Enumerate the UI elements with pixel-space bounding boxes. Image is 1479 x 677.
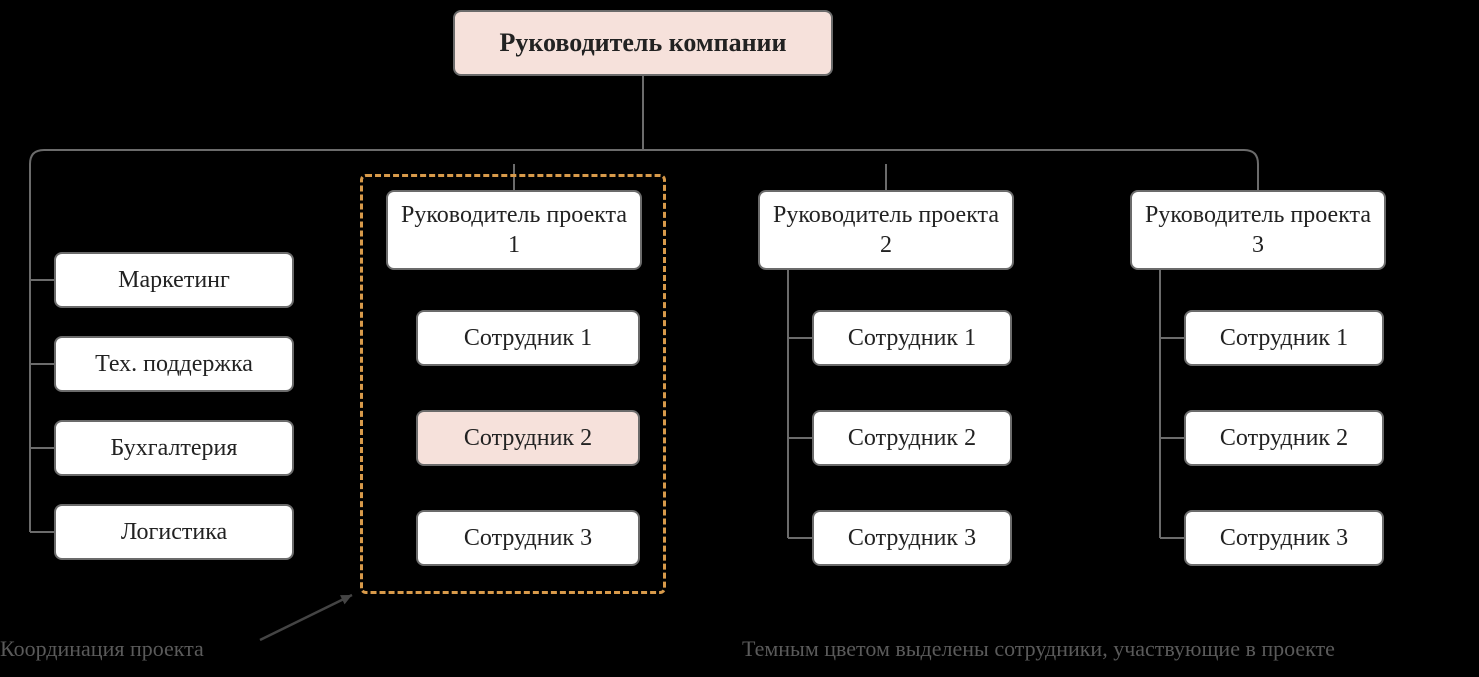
project-0-employee-1: Сотрудник 2 [416,410,640,466]
project-1-employee-2-label: Сотрудник 3 [848,523,976,553]
project-1-employee-1: Сотрудник 2 [812,410,1012,466]
project-0-employee-0-label: Сотрудник 1 [464,323,592,353]
annotation-coordination: Координация проекта [0,636,204,662]
project-1-employee-0-label: Сотрудник 1 [848,323,976,353]
department-node-0: Маркетинг [54,252,294,308]
annotation-coordination-arrow [240,575,372,660]
department-node-0-label: Маркетинг [118,265,230,295]
project-manager-2-label: Руководитель проекта 3 [1142,200,1374,260]
project-2-employee-0: Сотрудник 1 [1184,310,1384,366]
root-node: Руководитель компании [453,10,833,76]
department-node-3: Логистика [54,504,294,560]
project-manager-2: Руководитель проекта 3 [1130,190,1386,270]
project-manager-1-label: Руководитель проекта 2 [770,200,1002,260]
project-0-employee-0: Сотрудник 1 [416,310,640,366]
project-0-employee-2: Сотрудник 3 [416,510,640,566]
project-manager-1: Руководитель проекта 2 [758,190,1014,270]
project-2-employee-2-label: Сотрудник 3 [1220,523,1348,553]
department-node-1-label: Тех. поддержка [95,349,253,379]
project-1-employee-1-label: Сотрудник 2 [848,423,976,453]
annotation-legend: Темным цветом выделены сотрудники, участ… [742,636,1335,662]
project-0-employee-1-label: Сотрудник 2 [464,423,592,453]
department-node-1: Тех. поддержка [54,336,294,392]
project-0-employee-2-label: Сотрудник 3 [464,523,592,553]
department-node-2-label: Бухгалтерия [111,433,238,463]
project-2-employee-1: Сотрудник 2 [1184,410,1384,466]
department-node-2: Бухгалтерия [54,420,294,476]
project-1-employee-2: Сотрудник 3 [812,510,1012,566]
department-node-3-label: Логистика [121,517,227,547]
project-1-employee-0: Сотрудник 1 [812,310,1012,366]
project-2-employee-1-label: Сотрудник 2 [1220,423,1348,453]
project-2-employee-2: Сотрудник 3 [1184,510,1384,566]
project-2-employee-0-label: Сотрудник 1 [1220,323,1348,353]
root-node-label: Руководитель компании [499,27,786,60]
